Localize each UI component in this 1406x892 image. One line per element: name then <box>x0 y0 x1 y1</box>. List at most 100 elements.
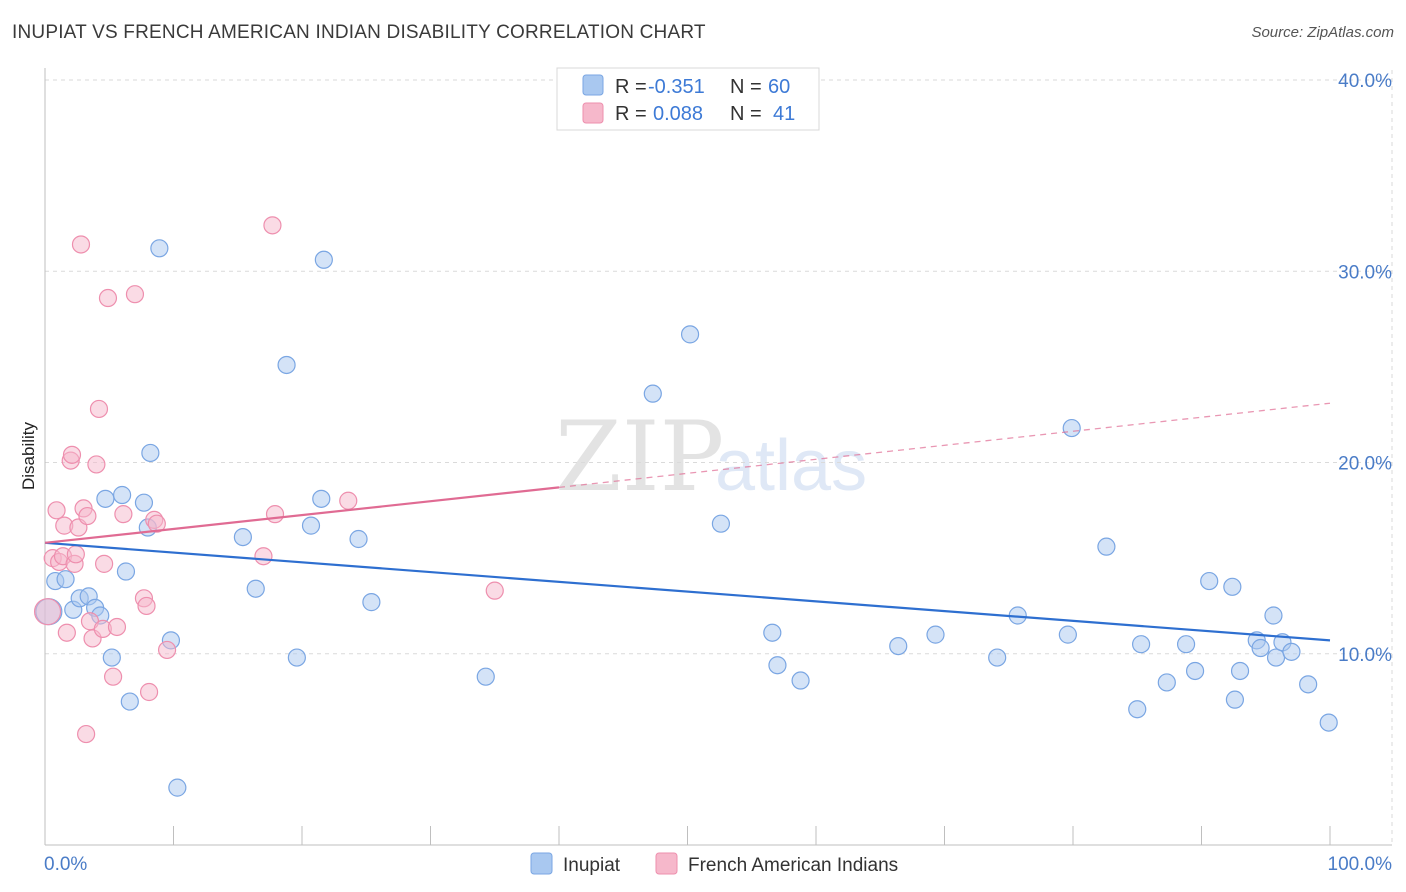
french-american-indian-point <box>57 623 76 642</box>
inupiat-point <box>476 667 495 686</box>
inupiat-point <box>246 579 265 598</box>
french-american-indian-point <box>47 501 66 520</box>
x-tick-label: 0.0% <box>44 854 87 875</box>
french-american-indian-point <box>485 581 504 600</box>
inupiat-point <box>763 623 782 642</box>
inupiat-point <box>1299 675 1318 694</box>
french-american-indian-point <box>137 596 156 616</box>
inupiat-point <box>889 636 908 656</box>
legend-r-value: -0.351 <box>648 76 705 98</box>
correlation-legend: R = -0.351 N = 60 R = 0.088 N = 41 <box>556 67 820 131</box>
inupiat-point <box>116 562 136 581</box>
inupiat-point <box>1128 700 1147 719</box>
watermark-atlas: atlas <box>715 426 867 506</box>
inupiat-point <box>134 493 154 512</box>
french-american-indian-point <box>33 598 62 626</box>
inupiat-point <box>1225 690 1245 709</box>
french-american-indian-point <box>263 216 282 235</box>
inupiat-point <box>680 325 700 344</box>
inupiat-point <box>1266 648 1286 667</box>
inupiat-point <box>277 355 296 375</box>
inupiat-point <box>1200 571 1219 591</box>
inupiat-point <box>312 489 331 508</box>
legend-r-label: R = <box>615 76 647 98</box>
french-american-indian-point <box>265 505 285 524</box>
inupiat-point <box>102 648 121 667</box>
legend-label-french-american-indians: French American Indians <box>688 855 898 876</box>
french-american-indian-point <box>78 506 97 526</box>
trend-lines <box>44 402 1331 642</box>
inupiat-point <box>56 570 75 589</box>
inupiat-point <box>988 648 1007 667</box>
inupiat-point <box>233 527 252 547</box>
legend-n-label: N = <box>730 76 762 98</box>
french-american-indian-point <box>77 724 96 744</box>
french-american-indian-point <box>104 667 123 686</box>
inupiat-point <box>112 485 132 505</box>
inupiat-point <box>1185 661 1205 681</box>
gridlines <box>45 70 1393 845</box>
inupiat-point <box>314 250 333 269</box>
inupiat-point <box>1176 635 1196 654</box>
french-american-indian-trend-extension <box>558 402 1331 489</box>
french-american-indian-points <box>33 216 504 744</box>
inupiat-point <box>1251 638 1270 658</box>
legend-n-value: 41 <box>773 103 795 125</box>
inupiat-point <box>301 516 321 535</box>
inupiat-point <box>711 514 731 533</box>
french-american-indian-point <box>66 545 85 564</box>
axes <box>44 68 1392 846</box>
y-tick-label: 10.0% <box>1338 645 1392 666</box>
french-american-indian-point <box>254 547 273 566</box>
legend-swatch-french-american-indians <box>655 852 678 875</box>
french-american-indian-point <box>71 235 91 254</box>
inupiat-point <box>1097 537 1116 556</box>
french-american-indian-point <box>114 505 133 524</box>
legend-swatch-blue <box>582 74 604 96</box>
legend-n-label: N = <box>730 103 762 125</box>
inupiat-point <box>168 778 187 797</box>
inupiat-trend-line <box>44 541 1331 642</box>
inupiat-point <box>1157 673 1176 692</box>
legend-swatch-inupiat <box>530 852 553 875</box>
french-american-indian-point <box>89 399 109 419</box>
french-american-indian-point <box>87 455 106 474</box>
french-american-indian-trend-line <box>44 486 560 544</box>
inupiat-point <box>141 443 160 463</box>
inupiat-point <box>287 648 306 667</box>
inupiat-point <box>1319 713 1338 732</box>
inupiat-point <box>1062 418 1081 438</box>
inupiat-point <box>120 692 139 711</box>
watermark: ZIP atlas <box>555 401 867 513</box>
french-american-indian-point <box>125 285 145 304</box>
inupiat-point <box>791 671 810 690</box>
chart-title: INUPIAT VS FRENCH AMERICAN INDIAN DISABI… <box>12 22 706 43</box>
inupiat-point <box>150 239 169 258</box>
inupiat-point <box>1058 625 1077 644</box>
inupiat-point <box>768 656 787 675</box>
french-american-indian-point <box>157 640 177 660</box>
french-american-indian-point <box>339 491 358 510</box>
inupiat-point <box>349 529 368 549</box>
inupiat-point <box>362 593 381 612</box>
inupiat-point <box>1223 577 1242 596</box>
french-american-indian-point <box>107 617 127 637</box>
y-tick-label: 40.0% <box>1338 71 1392 92</box>
inupiat-point <box>1282 642 1301 661</box>
french-american-indian-point <box>147 514 166 533</box>
watermark-zip: ZIP <box>555 401 724 513</box>
y-axis-title: Disability <box>19 421 38 490</box>
x-tick-label: 100.0% <box>1328 854 1393 875</box>
inupiat-point <box>96 489 115 508</box>
legend-label-inupiat: Inupiat <box>563 855 621 876</box>
legend-r-value: 0.088 <box>653 103 703 125</box>
french-american-indian-point <box>95 554 114 573</box>
series-legend: Inupiat French American Indians <box>530 852 898 876</box>
inupiat-point <box>1230 661 1250 681</box>
french-american-indian-point <box>98 288 118 308</box>
y-tick-label: 20.0% <box>1338 454 1392 475</box>
inupiat-point <box>1264 606 1283 625</box>
y-tick-label: 30.0% <box>1338 262 1392 283</box>
tick-labels: 10.0% 20.0% 30.0% 40.0% 0.0% 100.0% <box>44 71 1392 875</box>
